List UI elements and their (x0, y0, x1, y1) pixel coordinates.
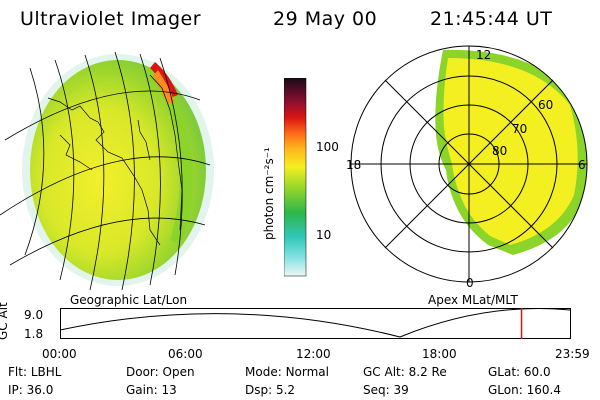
timeline-plot (60, 308, 571, 339)
info-flt: Flt: LBHL (8, 365, 62, 379)
header-time: 21:45:44 UT (430, 8, 553, 30)
timeline-xtick-1200: 12:00 (296, 347, 331, 361)
info-dsp: Dsp: 5.2 (245, 383, 296, 397)
info-seq: Seq: 39 (363, 383, 409, 397)
info-ip: IP: 36.0 (8, 383, 54, 397)
polar-lat-80: 80 (492, 144, 508, 158)
geo-grid (0, 51, 211, 290)
timeline-ytick-high: 9.0 (24, 308, 44, 322)
colorbar-tick-100: 100 (316, 140, 339, 154)
right-map-caption: Apex MLat/MLT (428, 293, 518, 307)
timeline-xtick-0000: 00:00 (42, 347, 77, 361)
geographic-map (0, 51, 214, 290)
timeline-ytick-low: 1.8 (24, 327, 44, 341)
info-glat: GLat: 60.0 (488, 365, 551, 379)
aurora-edge (153, 70, 175, 104)
header-date: 29 May 00 (273, 8, 378, 30)
polar-mlt-6: 6 (578, 158, 586, 172)
polar-aurora-inner (443, 58, 578, 245)
timeline-xtick-1800: 18:00 (422, 347, 457, 361)
timeline-xtick-0600: 06:00 (168, 347, 203, 361)
polar-mlt-18: 18 (346, 158, 362, 172)
info-door: Door: Open (126, 365, 195, 379)
colorbar-label: photon cm⁻²s⁻¹ (262, 147, 276, 240)
colorbar-tick-10: 10 (316, 228, 332, 242)
coastlines (47, 74, 183, 246)
polar-mlt-0: 0 (466, 276, 474, 290)
info-mode: Mode: Normal (245, 365, 329, 379)
colorbar (284, 78, 307, 277)
polar-plot (350, 45, 588, 283)
app-title: Ultraviolet Imager (20, 8, 202, 30)
globe-disk (30, 60, 206, 280)
timeline-altitude-curve (60, 308, 571, 338)
info-gain: Gain: 13 (126, 383, 177, 397)
polar-mlt-12: 12 (476, 48, 492, 62)
polar-lat-70: 70 (512, 122, 528, 136)
timeline-xtick-2359: 23:59 (555, 347, 590, 361)
polar-diag-2 (384, 79, 554, 249)
timeline-ylabel: GC Alt (0, 302, 10, 340)
info-glon: GLon: 160.4 (488, 383, 561, 397)
aurora-band (142, 65, 193, 245)
info-gcalt: GC Alt: 8.2 Re (363, 365, 447, 379)
left-map-caption: Geographic Lat/Lon (70, 293, 188, 307)
polar-lat-60: 60 (538, 98, 554, 112)
